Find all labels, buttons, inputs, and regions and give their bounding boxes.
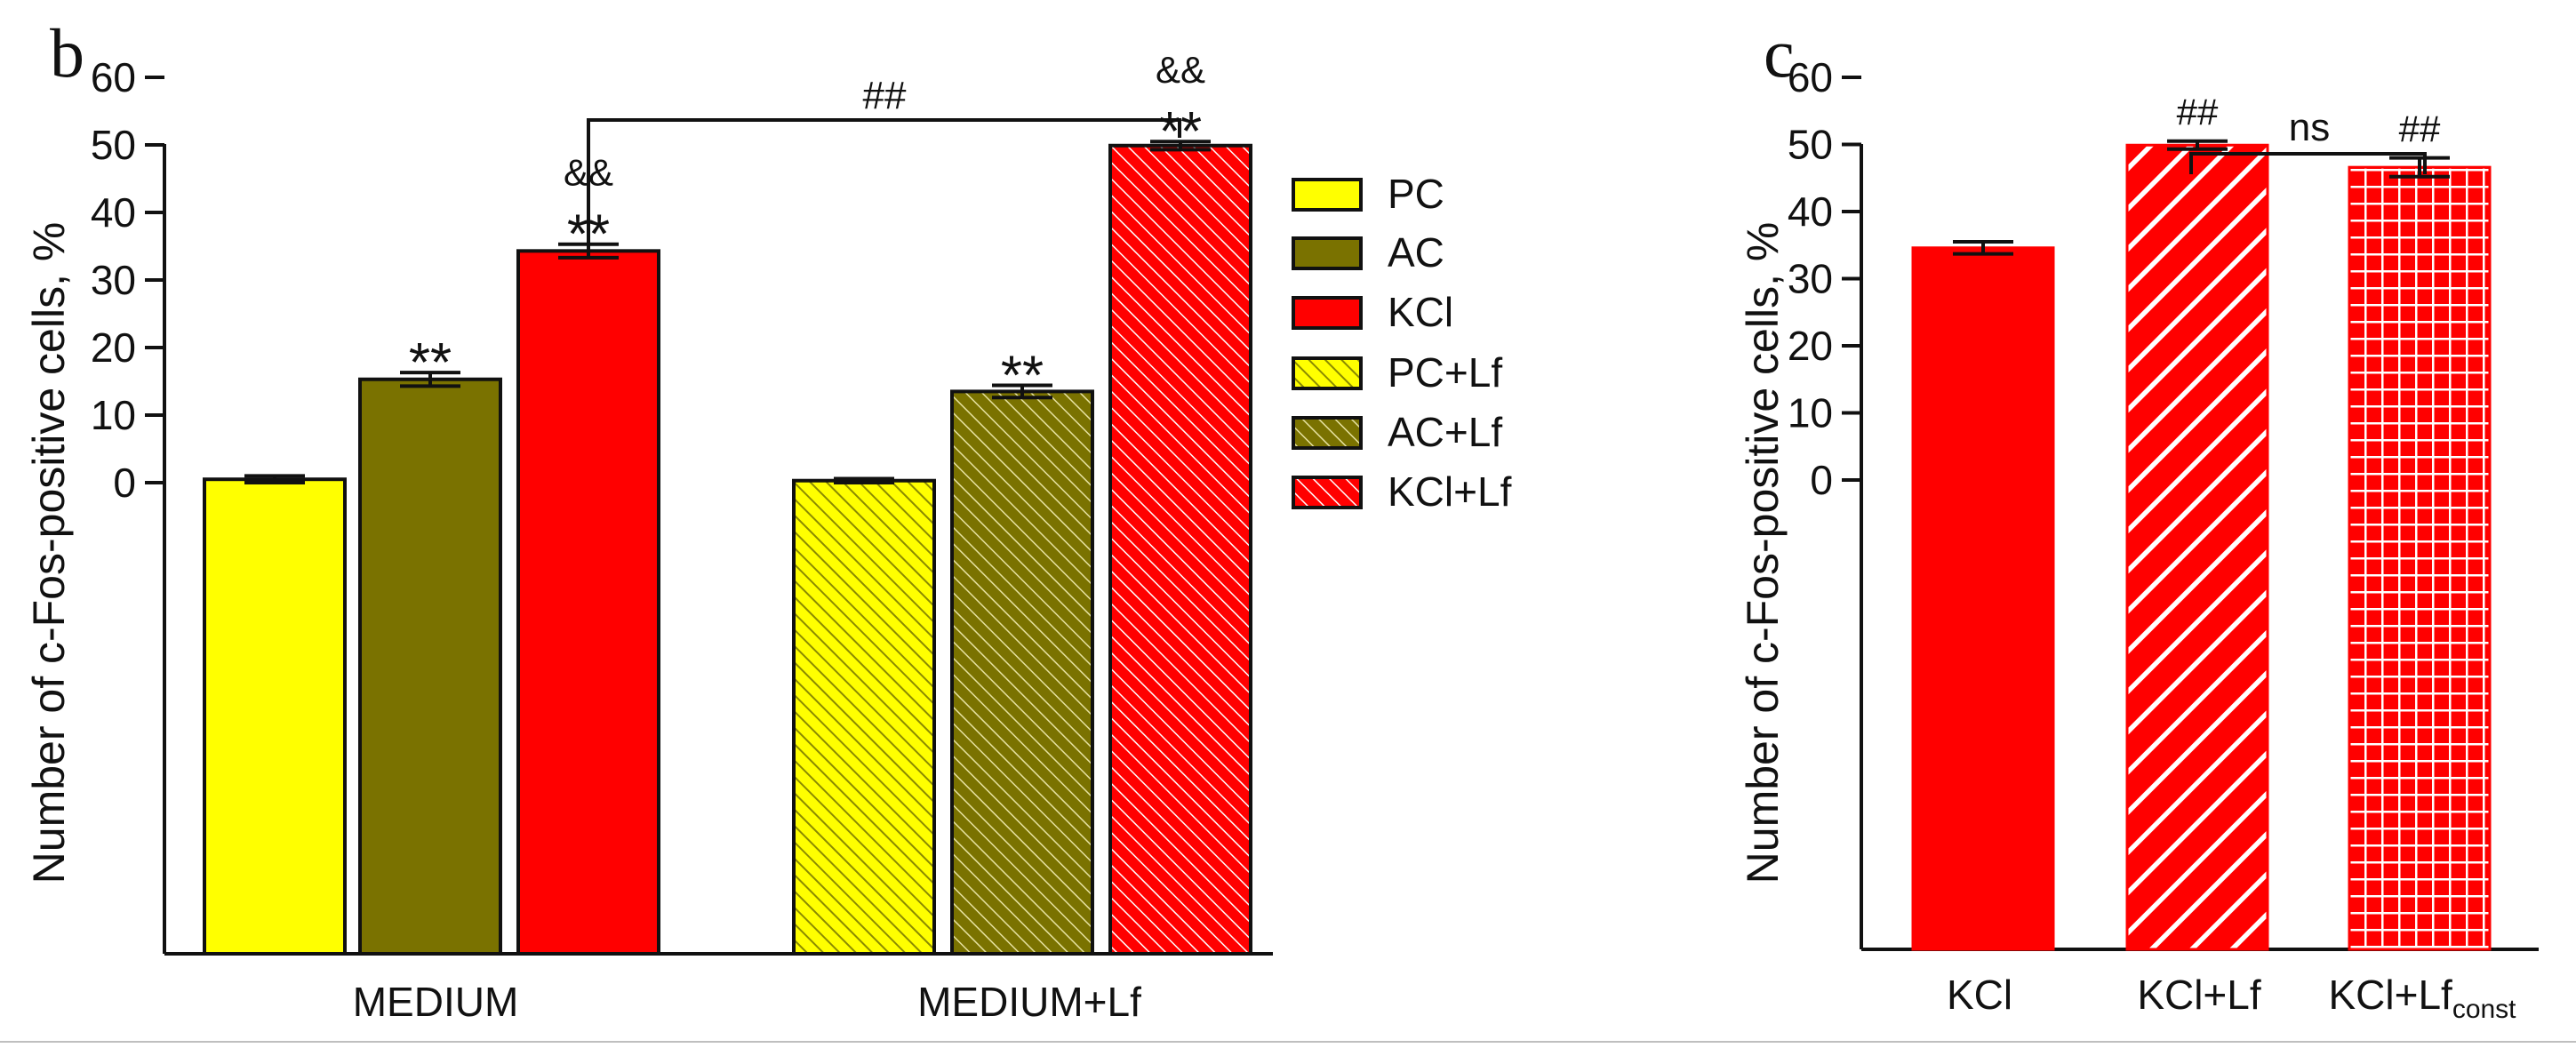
panel-b-legend: PC AC KCl PC+Lf AC+Lf KCl+Lf bbox=[1292, 171, 1512, 515]
panel-c-bars: ## ## bbox=[1911, 92, 2492, 951]
panel-b-comparison-bracket: ## bbox=[587, 74, 1181, 251]
panel-b-y-tick-label-0: 0 bbox=[113, 460, 136, 506]
panel-b-bar-pc-plus-lf bbox=[792, 478, 936, 956]
panel-c-category-label-kcl-lf-const: KCl+Lfconst bbox=[2328, 972, 2516, 1024]
panel-c-category-label-kcl: KCl bbox=[1947, 972, 2012, 1018]
legend-label-kcl-plus-lf: KCl+Lf bbox=[1388, 468, 1512, 515]
panel-b-bar-ac-plus-lf bbox=[950, 389, 1094, 956]
panel-b-bar-pc-error-bar bbox=[244, 474, 305, 484]
panel-c-y-tick-label-30: 30 bbox=[1788, 256, 1833, 302]
panel-b-bar-kcl-plus-lf-annotation-1: && bbox=[1156, 49, 1205, 91]
panel-c-y-tick-label-50: 50 bbox=[1788, 122, 1833, 168]
panel-c-bar-kcl-error-bar bbox=[1953, 239, 2013, 256]
panel-b-y-tick-label-40: 40 bbox=[91, 189, 136, 236]
legend-label-kcl: KCl bbox=[1388, 289, 1453, 335]
kcl-lf-const-subscript: const bbox=[2452, 995, 2516, 1024]
panel-b-y-tick-label-20: 20 bbox=[91, 324, 136, 371]
panel-b-bar-ac-annotation-0: ** bbox=[409, 332, 452, 394]
panel-letter-c: c bbox=[1764, 14, 1795, 92]
panel-c-comparison-bracket: ns bbox=[2189, 106, 2427, 174]
legend-swatch-ac-plus-lf bbox=[1292, 416, 1363, 450]
legend-swatch-kcl bbox=[1292, 296, 1363, 330]
panel-b-bracket-label: ## bbox=[863, 74, 907, 117]
panel-b-bars: ****&&****&& bbox=[203, 49, 1252, 956]
panel-c-bar-kcl bbox=[1911, 246, 2055, 951]
panel-b-y-tick-label-50: 50 bbox=[91, 122, 136, 168]
panel-c-bar-kcl-plus-lf-annotation-0: ## bbox=[2177, 92, 2219, 133]
panel-b-y-axis-title: Number of c-Fos-positive cells, % bbox=[24, 222, 74, 884]
panel-b-bracket-line bbox=[587, 118, 1181, 251]
kcl-lf-const-main-text: KCl+Lf bbox=[2328, 972, 2452, 1018]
panel-b-bar-pc bbox=[203, 477, 347, 956]
legend-label-ac: AC bbox=[1388, 229, 1444, 276]
legend-swatch-pc-plus-lf bbox=[1292, 356, 1363, 390]
panel-c-bar-kcl-plus-lf-error-bar bbox=[2167, 139, 2228, 151]
panel-c-bracket-line bbox=[2189, 152, 2427, 174]
panel-b-bar-ac-plus-lf-annotation-0: ** bbox=[1001, 346, 1044, 407]
panel-c-y-tick-label-10: 10 bbox=[1788, 390, 1833, 436]
panel-c-y-tick-label-60: 60 bbox=[1788, 54, 1833, 100]
panel-b-y-tick-label-10: 10 bbox=[91, 392, 136, 438]
panel-c-bar-kcl-plus-lf-const-annotation-0: ## bbox=[2399, 108, 2441, 150]
legend-swatch-kcl-plus-lf bbox=[1292, 476, 1363, 509]
panel-b-bar-pc-plus-lf-error-bar bbox=[834, 476, 894, 484]
panel-c-bar-kcl-plus-lf-const-error-bar bbox=[2389, 156, 2450, 179]
panel-b-bar-ac-plus-lf-error-bar bbox=[992, 383, 1052, 400]
panel-b-bar-kcl-plus-lf bbox=[1108, 143, 1252, 956]
panel-c-y-ticks: 0 10 20 30 40 50 60 bbox=[1788, 54, 1861, 503]
panel-b-y-tick-label-60: 60 bbox=[91, 54, 136, 100]
panel-letter-b: b bbox=[50, 14, 84, 92]
legend-swatch-pc bbox=[1292, 178, 1363, 212]
panel-b-group-label-medium: MEDIUM bbox=[353, 979, 519, 1025]
panel-c-y-axis-title: Number of c-Fos-positive cells, % bbox=[1738, 222, 1788, 884]
panel-b-bar-kcl-plus-lf-error-bar bbox=[1150, 140, 1211, 152]
panel-c-bar-kcl-plus-lf-const bbox=[2348, 165, 2492, 951]
legend-label-pc-plus-lf: PC+Lf bbox=[1388, 349, 1502, 396]
panel-c-bar-kcl-plus-lf bbox=[2125, 143, 2269, 951]
panel-c-y-tick-label-0: 0 bbox=[1810, 457, 1833, 503]
panel-c-category-label-kcl-lf: KCl+Lf bbox=[2137, 972, 2261, 1018]
legend-label-ac-plus-lf: AC+Lf bbox=[1388, 409, 1502, 455]
panel-b-bar-ac bbox=[358, 377, 502, 956]
panel-c-y-tick-label-20: 20 bbox=[1788, 323, 1833, 369]
legend-label-pc: PC bbox=[1388, 171, 1444, 217]
panel-b-y-ticks: 0 10 20 30 40 50 60 bbox=[91, 54, 164, 506]
panel-b-y-tick-label-30: 30 bbox=[91, 257, 136, 303]
panel-c-y-tick-label-40: 40 bbox=[1788, 188, 1833, 235]
panel-b-bar-kcl bbox=[516, 249, 660, 956]
panel-c-bracket-label: ns bbox=[2289, 106, 2330, 149]
panel-b-group-label-medium-lf: MEDIUM+Lf bbox=[917, 979, 1141, 1025]
legend-swatch-ac bbox=[1292, 236, 1363, 270]
panel-b-bar-ac-error-bar bbox=[400, 371, 460, 388]
